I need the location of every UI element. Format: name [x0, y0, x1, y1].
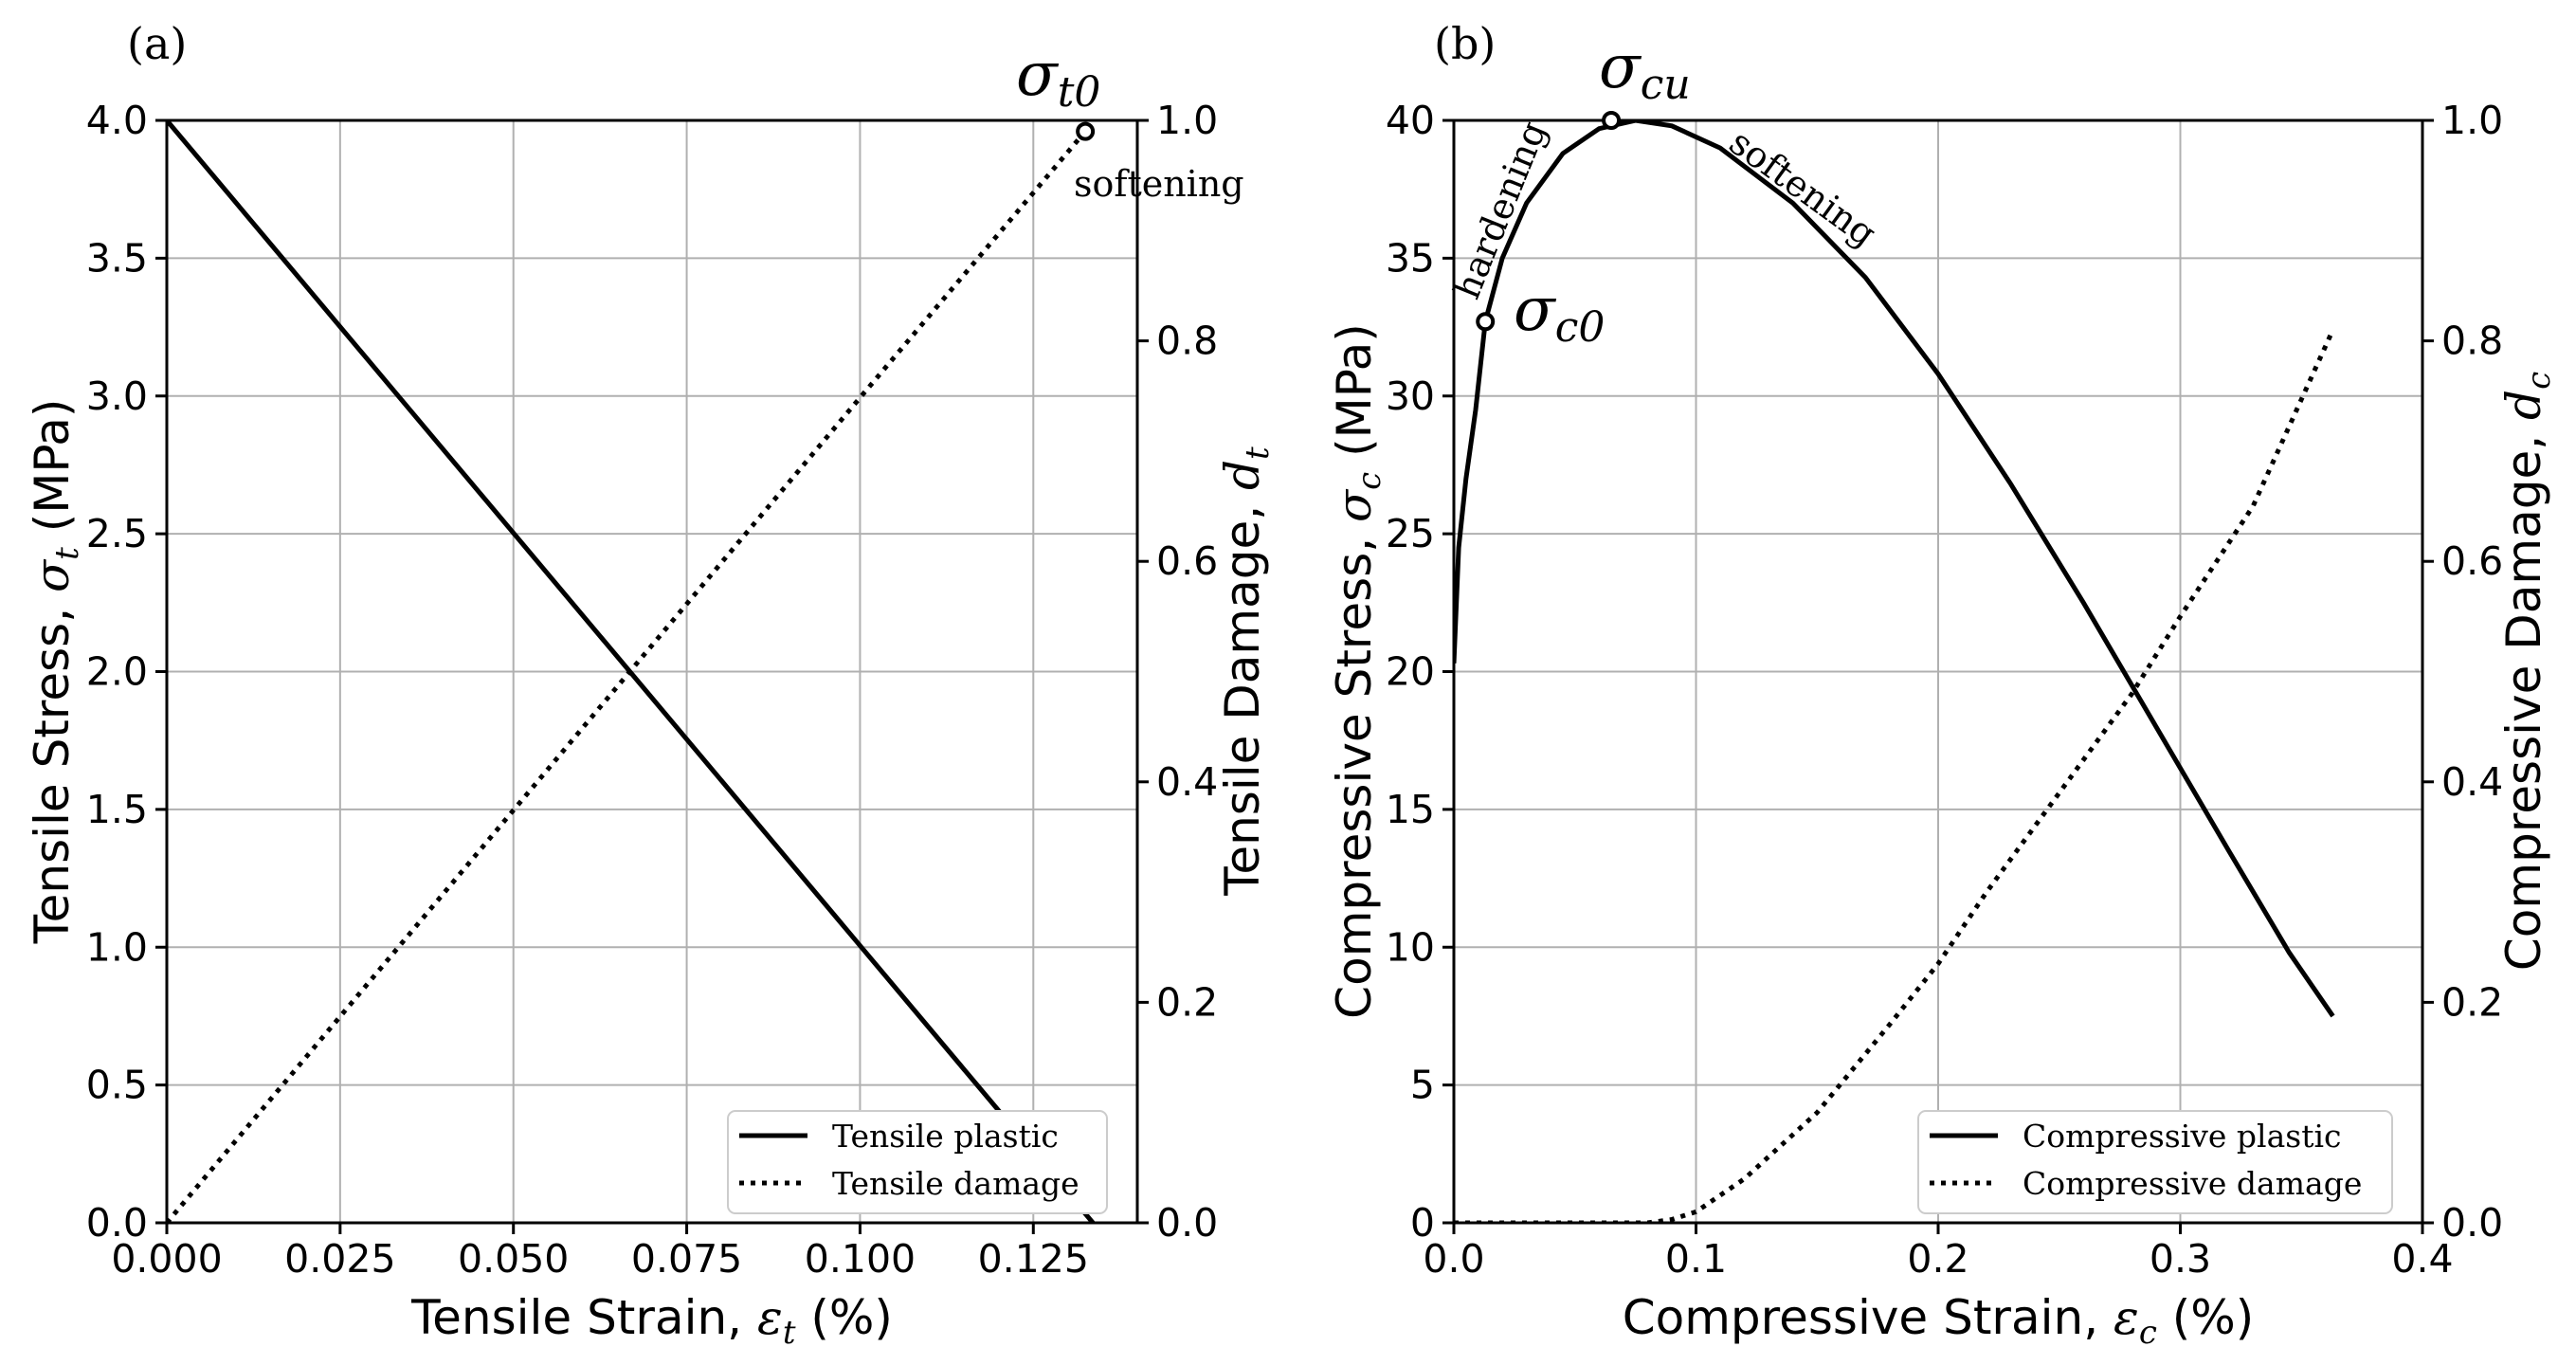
y-tick-label: 2.5	[86, 511, 148, 556]
sigma-t0-marker	[1076, 121, 1096, 141]
y-tick-label: 40	[1386, 98, 1435, 143]
legend-tensile-damage-label: Tensile damage	[832, 1165, 1079, 1202]
tensile-damage-line	[167, 129, 1088, 1223]
y-tick-label: 5	[1410, 1063, 1435, 1108]
panel-a-y-ticks: 0.0 0.5 1.0 1.5 2.0 2.5 3.0 3.5 4.0	[86, 98, 167, 1246]
sigma-c0-marker	[1476, 312, 1496, 332]
y-tick-label: 0.0	[86, 1200, 148, 1246]
panel-a-label: (a)	[127, 18, 187, 69]
x-tick-label: 0.4	[2391, 1236, 2453, 1282]
y-tick-label: 0	[1410, 1200, 1435, 1246]
x-tick-label: 0.100	[805, 1236, 916, 1282]
panel-b-grid	[1453, 119, 2423, 1224]
sigma-c0-annotation: σc0	[1514, 275, 1605, 352]
compressive-damage-line	[1454, 328, 2335, 1223]
panel-b-y2-ticks: 0.0 0.2 0.4 0.6 0.8 1.0	[2422, 98, 2503, 1246]
panel-a-x-ticks: 0.000 0.025 0.050 0.075 0.100 0.125	[111, 1223, 1089, 1282]
tensile-softening-label: softening	[1074, 163, 1244, 205]
y2-tick-label: 0.8	[2441, 318, 2503, 364]
y2-tick-label: 0.4	[1156, 759, 1218, 805]
y-tick-label: 4.0	[86, 98, 148, 143]
sigma-t0-annotation: σt0	[1016, 40, 1100, 117]
sigma-cu-annotation: σcu	[1599, 32, 1691, 109]
panel-b-x-ticks: 0.0 0.1 0.2 0.3 0.4	[1423, 1223, 2454, 1282]
sigma-cu-marker	[1602, 111, 1622, 130]
x-tick-label: 0.125	[978, 1236, 1089, 1282]
x-tick-label: 0.075	[631, 1236, 742, 1282]
y2-tick-label: 0.6	[1156, 538, 1218, 584]
y2-tick-label: 0.0	[1156, 1200, 1218, 1246]
y-tick-label: 3.0	[86, 373, 148, 419]
y2-tick-label: 0.2	[1156, 979, 1218, 1025]
panel-b-y-ticks: 0 5 10 15 20 25 30 35 40	[1386, 98, 1454, 1246]
y-tick-label: 1.5	[86, 787, 148, 832]
y-tick-label: 25	[1386, 511, 1435, 556]
x-tick-label: 0.0	[1423, 1236, 1484, 1282]
panel-b-x-label: Compressive Strain, εc (%)	[1623, 1290, 2255, 1352]
y-tick-label: 10	[1386, 924, 1435, 970]
legend-compressive-plastic-label: Compressive plastic	[2023, 1118, 2342, 1155]
panel-a-grid	[166, 119, 1137, 1224]
y2-tick-label: 1.0	[1156, 98, 1218, 143]
y-tick-label: 2.0	[86, 649, 148, 695]
x-tick-label: 0.050	[458, 1236, 569, 1282]
x-tick-label: 0.3	[2150, 1236, 2211, 1282]
panel-b-label: (b)	[1434, 18, 1496, 69]
panel-a-legend: Tensile plastic Tensile damage	[727, 1110, 1108, 1214]
y2-tick-label: 0.6	[2441, 538, 2503, 584]
y-tick-label: 0.5	[86, 1063, 148, 1108]
x-tick-label: 0.025	[284, 1236, 395, 1282]
panel-a-y2-ticks: 0.0 0.2 0.4 0.6 0.8 1.0	[1137, 98, 1218, 1246]
legend-compressive-damage-label: Compressive damage	[2023, 1165, 2362, 1202]
y2-tick-label: 0.2	[2441, 979, 2503, 1025]
y-tick-label: 35	[1386, 235, 1435, 281]
y-tick-label: 15	[1386, 787, 1435, 832]
panel-b-y2-label: Compressive Damage, dc	[2496, 372, 2558, 971]
panel-a-y2-label: Tensile Damage, dt	[1215, 446, 1277, 897]
panel-a-x-label: Tensile Strain, εt (%)	[410, 1290, 893, 1352]
y-tick-label: 3.5	[86, 235, 148, 281]
panel-a-tensile: 0.000 0.025 0.050 0.075 0.100 0.125 0.0 0.5 1.0…	[25, 18, 1277, 1352]
y-tick-label: 30	[1386, 373, 1435, 419]
y2-tick-label: 1.0	[2441, 98, 2503, 143]
compressive-plastic-line	[1454, 120, 2335, 1018]
y2-tick-label: 0.0	[2441, 1200, 2503, 1246]
x-tick-label: 0.1	[1665, 1236, 1727, 1282]
panel-b-y-label: Compressive Stress, σc (MPa)	[1327, 323, 1388, 1019]
panel-a-y-label: Tensile Stress, σt (MPa)	[25, 399, 86, 945]
y-tick-label: 1.0	[86, 924, 148, 970]
y2-tick-label: 0.8	[1156, 318, 1218, 364]
legend-tensile-plastic-label: Tensile plastic	[832, 1118, 1059, 1155]
compressive-softening-label: softening	[1722, 121, 1884, 255]
y2-tick-label: 0.4	[2441, 759, 2503, 805]
x-tick-label: 0.000	[111, 1236, 222, 1282]
y-tick-label: 20	[1386, 649, 1435, 695]
panel-b-legend: Compressive plastic Compressive damage	[1917, 1110, 2393, 1214]
x-tick-label: 0.2	[1907, 1236, 1968, 1282]
